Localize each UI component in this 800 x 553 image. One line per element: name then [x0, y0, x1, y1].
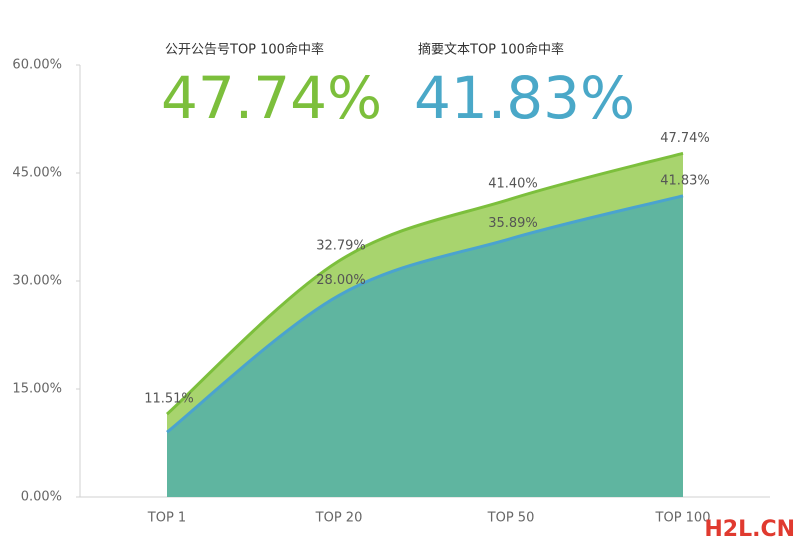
data-label: 28.00% [316, 273, 366, 288]
x-tick-label: TOP 50 [487, 511, 535, 526]
y-tick-label: 15.00% [12, 382, 62, 397]
data-label: 32.79% [316, 238, 366, 253]
y-tick-label: 45.00% [12, 166, 62, 181]
y-tick-label: 0.00% [21, 490, 62, 505]
area [167, 195, 683, 497]
annotation-value: 47.74% [161, 64, 382, 132]
data-label: 47.74% [660, 131, 710, 146]
annotation-label: 摘要文本TOP 100命中率 [418, 42, 564, 58]
line [166, 194, 684, 434]
x-tick-label: TOP 20 [315, 511, 363, 526]
annotation-value: 41.83% [414, 64, 635, 132]
data-label: 41.83% [660, 173, 710, 188]
watermark: H2L.CN [704, 517, 795, 542]
line [166, 151, 684, 416]
x-tick-label: TOP 100 [655, 511, 711, 526]
data-label: 11.51% [144, 392, 194, 407]
data-label: 41.40% [488, 176, 538, 191]
y-tick-label: 60.00% [12, 58, 62, 73]
x-tick-label: TOP 1 [147, 511, 186, 526]
y-tick-label: 30.00% [12, 274, 62, 289]
annotation-label: 公开公告号TOP 100命中率 [165, 42, 324, 58]
data-label: 35.89% [488, 216, 538, 231]
